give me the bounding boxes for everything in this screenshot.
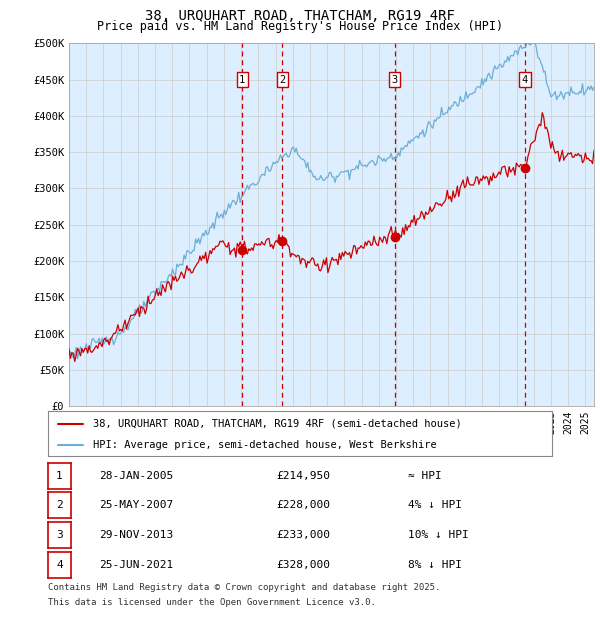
Text: 1: 1	[56, 471, 63, 480]
Text: 3: 3	[56, 530, 63, 540]
Text: Price paid vs. HM Land Registry's House Price Index (HPI): Price paid vs. HM Land Registry's House …	[97, 20, 503, 33]
Text: ≈ HPI: ≈ HPI	[408, 471, 442, 480]
Text: £214,950: £214,950	[276, 471, 330, 480]
Text: 25-MAY-2007: 25-MAY-2007	[99, 500, 173, 510]
Text: 29-NOV-2013: 29-NOV-2013	[99, 530, 173, 540]
Text: 4: 4	[56, 560, 63, 570]
Text: 38, URQUHART ROAD, THATCHAM, RG19 4RF (semi-detached house): 38, URQUHART ROAD, THATCHAM, RG19 4RF (s…	[94, 418, 462, 428]
Text: £233,000: £233,000	[276, 530, 330, 540]
Text: Contains HM Land Registry data © Crown copyright and database right 2025.: Contains HM Land Registry data © Crown c…	[48, 583, 440, 592]
Text: 4% ↓ HPI: 4% ↓ HPI	[408, 500, 462, 510]
Text: This data is licensed under the Open Government Licence v3.0.: This data is licensed under the Open Gov…	[48, 598, 376, 608]
Text: 2: 2	[56, 500, 63, 510]
Text: 3: 3	[392, 74, 398, 85]
Text: 38, URQUHART ROAD, THATCHAM, RG19 4RF: 38, URQUHART ROAD, THATCHAM, RG19 4RF	[145, 9, 455, 24]
Text: 8% ↓ HPI: 8% ↓ HPI	[408, 560, 462, 570]
Text: 4: 4	[521, 74, 528, 85]
Text: 10% ↓ HPI: 10% ↓ HPI	[408, 530, 469, 540]
Text: £328,000: £328,000	[276, 560, 330, 570]
Text: 25-JUN-2021: 25-JUN-2021	[99, 560, 173, 570]
Text: 28-JAN-2005: 28-JAN-2005	[99, 471, 173, 480]
Text: 1: 1	[239, 74, 245, 85]
Text: 2: 2	[280, 74, 286, 85]
Text: HPI: Average price, semi-detached house, West Berkshire: HPI: Average price, semi-detached house,…	[94, 440, 437, 450]
Text: £228,000: £228,000	[276, 500, 330, 510]
